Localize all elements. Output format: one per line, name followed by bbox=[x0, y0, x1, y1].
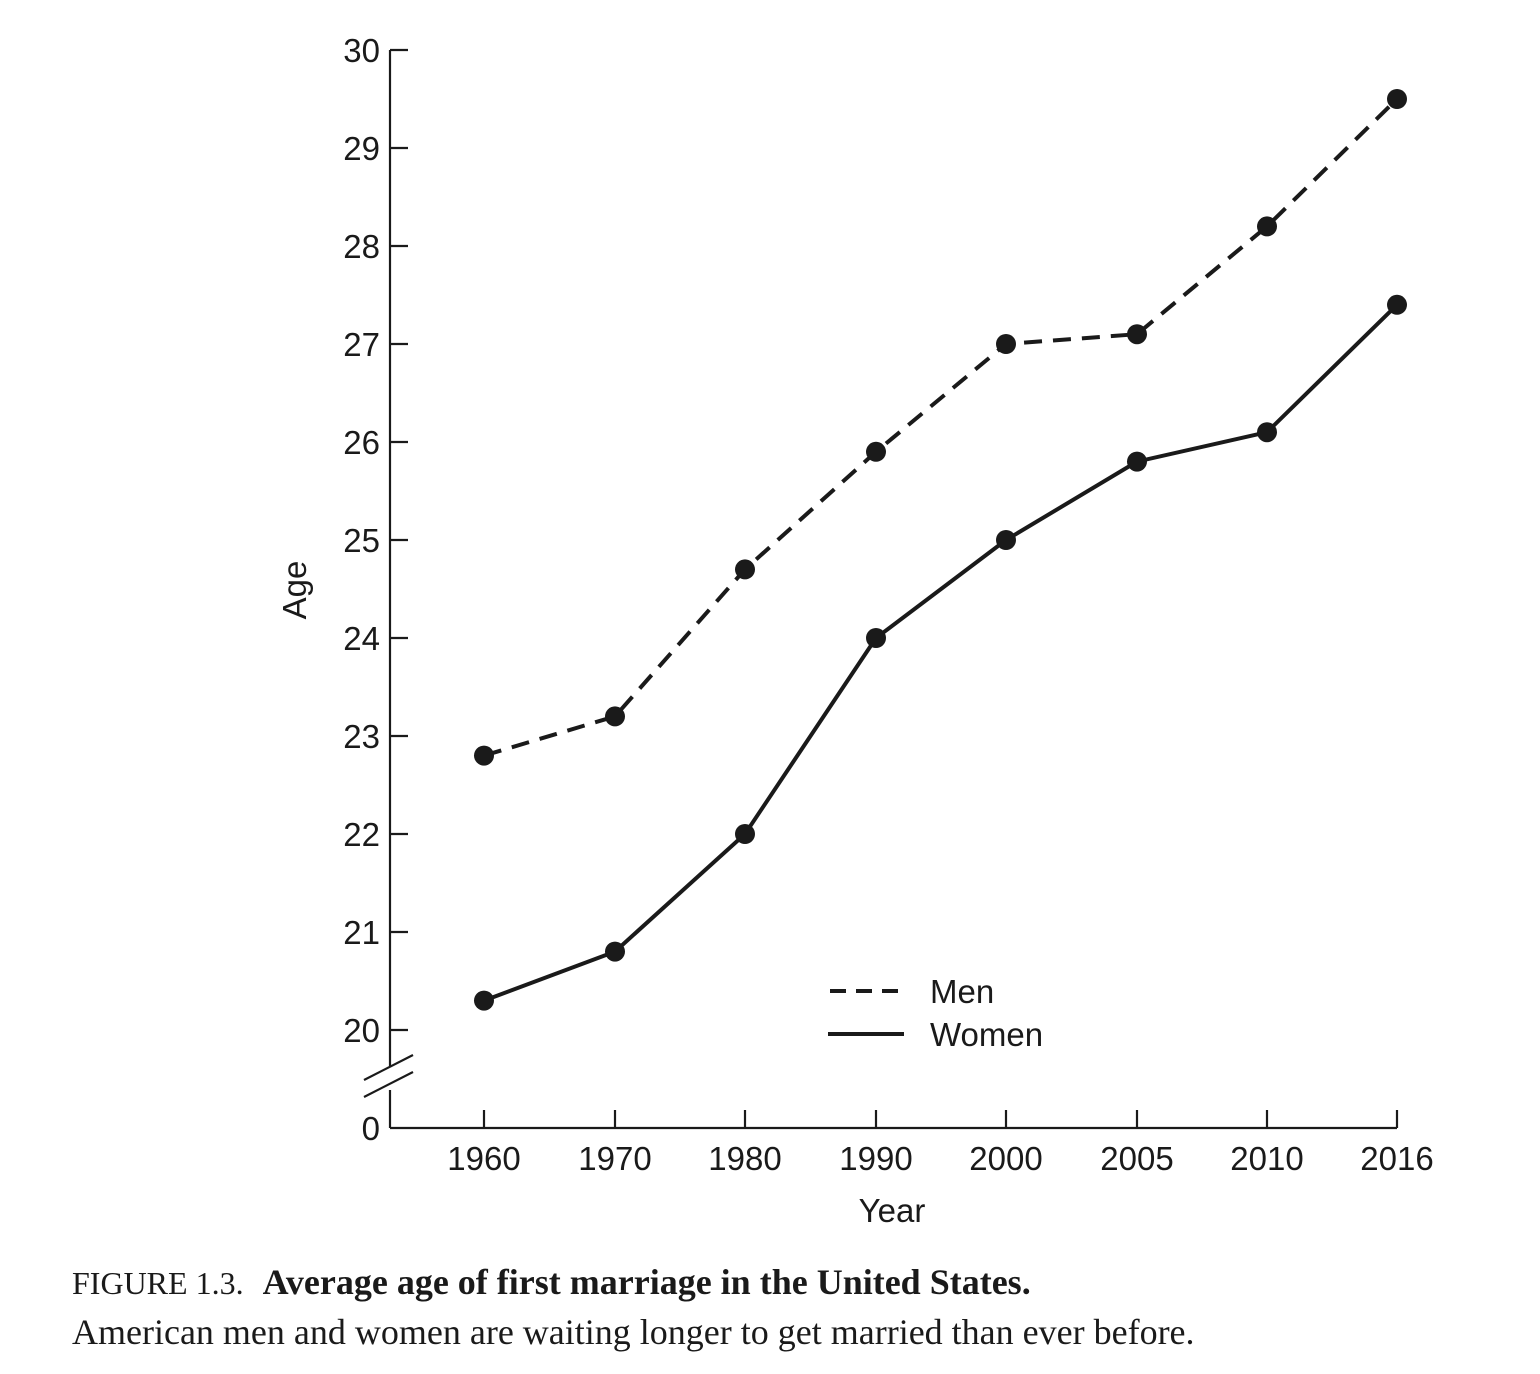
x-tick-label: 1960 bbox=[447, 1140, 520, 1177]
figure-label: FIGURE 1.3. bbox=[72, 1265, 244, 1301]
x-tick-label: 1980 bbox=[708, 1140, 781, 1177]
y-tick-label: 29 bbox=[343, 130, 380, 167]
y-tick-label: 27 bbox=[343, 326, 380, 363]
y-tick-label: 23 bbox=[343, 718, 380, 755]
y-tick-label: 24 bbox=[343, 620, 380, 657]
data-point-men bbox=[474, 745, 494, 766]
data-point-men bbox=[605, 706, 625, 727]
caption-text: American men and women are waiting longe… bbox=[72, 1312, 1195, 1352]
y-tick-label: 22 bbox=[343, 816, 380, 853]
x-tick-label: 1990 bbox=[839, 1140, 912, 1177]
data-point-men bbox=[1127, 324, 1147, 345]
x-tick-label: 2010 bbox=[1230, 1140, 1303, 1177]
chart-axes bbox=[363, 50, 1397, 1130]
data-point-men bbox=[996, 334, 1016, 354]
chart-legend: Men Women bbox=[828, 973, 1043, 1053]
chart-series bbox=[474, 89, 1407, 1011]
x-tick-label: 2016 bbox=[1360, 1140, 1433, 1177]
legend-women-label: Women bbox=[930, 1016, 1043, 1053]
y-tick-label: 26 bbox=[343, 424, 380, 461]
y-tick-label: 30 bbox=[343, 32, 380, 69]
data-point-men bbox=[1257, 216, 1277, 237]
figure-title: Average age of first marriage in the Uni… bbox=[262, 1262, 1031, 1302]
x-tick-label: 1970 bbox=[578, 1140, 651, 1177]
axis-break-mark bbox=[363, 1054, 414, 1081]
caption-heading: FIGURE 1.3. Average age of first marriag… bbox=[72, 1258, 1512, 1307]
x-axis-title: Year bbox=[859, 1192, 926, 1229]
data-point-women bbox=[474, 990, 494, 1011]
chart-ticks: 30 29 28 27 26 25 24 23 22 21 20 0 1960 1970 1980 1990 2… bbox=[343, 32, 1433, 1177]
line-chart: 30 29 28 27 26 25 24 23 22 21 20 0 1960 1970 1980 1990 2… bbox=[276, 32, 1434, 1229]
data-point-women bbox=[1387, 294, 1407, 315]
figure-caption: FIGURE 1.3. Average age of first marriag… bbox=[72, 1258, 1512, 1357]
y-tick-label: 20 bbox=[343, 1012, 380, 1049]
series-line-women bbox=[483, 303, 1399, 1003]
data-point-women bbox=[605, 941, 625, 962]
y-tick-label: 28 bbox=[343, 228, 380, 265]
data-point-women bbox=[1257, 422, 1277, 443]
legend-men-label: Men bbox=[930, 973, 994, 1010]
y-tick-label: 25 bbox=[343, 522, 380, 559]
data-point-women bbox=[1127, 451, 1147, 472]
series-line-men bbox=[483, 97, 1399, 758]
x-tick-label: 2005 bbox=[1100, 1140, 1173, 1177]
data-point-men bbox=[1387, 89, 1407, 109]
data-point-women bbox=[996, 530, 1016, 550]
axis-break-mark bbox=[363, 1071, 414, 1098]
x-tick-label: 2000 bbox=[969, 1140, 1042, 1177]
data-point-women bbox=[866, 628, 886, 648]
y-axis-title: Age bbox=[276, 561, 313, 620]
y-tick-label: 0 bbox=[362, 1110, 380, 1147]
y-tick-label: 21 bbox=[343, 914, 380, 951]
data-point-men bbox=[866, 441, 886, 462]
data-point-men bbox=[735, 559, 755, 580]
data-point-women bbox=[735, 824, 755, 844]
